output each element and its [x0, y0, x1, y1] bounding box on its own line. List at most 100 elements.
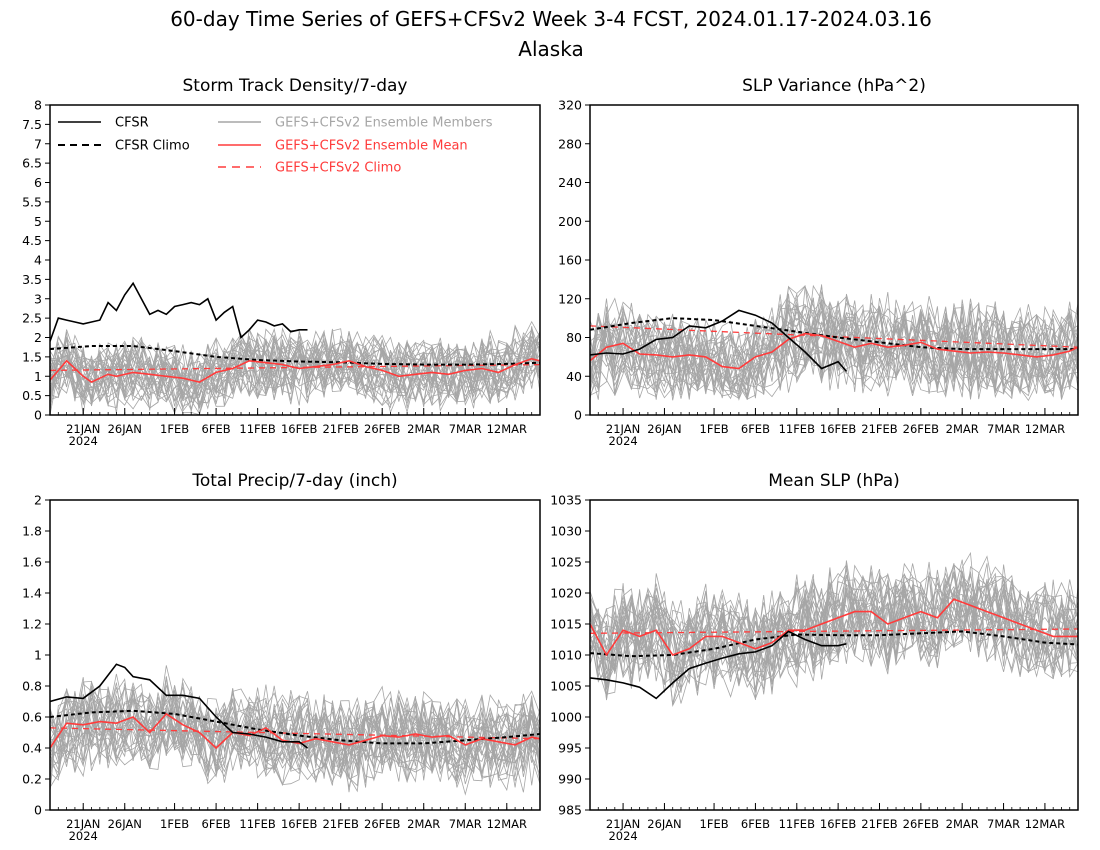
- chart-legend: CFSR CFSR Climo GEFS+CFSv2 Ensemble Member…: [58, 116, 493, 176]
- y-tick-label: 280: [558, 136, 582, 151]
- x-tick-label: 16FEB: [820, 817, 857, 831]
- ensemble-member-line: [590, 298, 1078, 398]
- y-tick-label: 320: [558, 98, 582, 113]
- cfsr-line: [50, 281, 308, 342]
- y-tick-label: 6.5: [22, 156, 42, 171]
- x-tick-label: 26FEB: [903, 422, 940, 436]
- cfsr-climo-line: [590, 317, 1078, 351]
- y-tick-label: 1: [34, 369, 42, 384]
- ensemble-member-line: [50, 677, 540, 780]
- figure-subtitle-region: Alaska: [518, 37, 583, 61]
- x-tick-label: 21FEB: [861, 817, 898, 831]
- y-tick-label: 1.6: [22, 555, 42, 570]
- x-tick-label: 1FEB: [160, 422, 189, 436]
- ensemble-mean-line: [590, 332, 1078, 370]
- ensemble-member-line: [50, 683, 540, 793]
- x-tick-label: 6FEB: [202, 422, 231, 436]
- y-tick-label: 990: [558, 772, 582, 787]
- y-tick-label: 8: [34, 98, 42, 113]
- x-tick-label: 2MAR: [407, 817, 440, 831]
- x-tick-label: 21JAN: [66, 422, 100, 436]
- gefs-climo-line: [50, 727, 540, 740]
- x-tick-label: 12MAR: [1025, 422, 1065, 436]
- ensemble-mean-line: [50, 357, 540, 384]
- plot-area: [590, 551, 1078, 708]
- y-tick-label: 7: [34, 136, 42, 151]
- y-tick-label: 0: [574, 408, 582, 423]
- x-tick-label: 11FEB: [779, 817, 816, 831]
- y-tick-label: 1.4: [22, 586, 42, 601]
- ensemble-member-line: [50, 695, 540, 785]
- y-tick-label: 1000: [550, 710, 582, 725]
- x-tick-label: 26JAN: [647, 817, 681, 831]
- x-tick-label: 12MAR: [487, 422, 527, 436]
- ensemble-member-line: [590, 284, 1078, 400]
- ensemble-member-line: [590, 309, 1078, 400]
- x-tick-label: 12MAR: [487, 817, 527, 831]
- y-tick-label: 200: [558, 214, 582, 229]
- y-tick-label: 0: [34, 803, 42, 818]
- y-tick-label: 2.5: [22, 311, 42, 326]
- y-tick-label: 40: [566, 369, 582, 384]
- panel-title: Mean SLP (hPa): [768, 471, 900, 491]
- x-tick-label: 7MAR: [449, 817, 482, 831]
- x-tick-label: 7MAR: [987, 817, 1020, 831]
- y-tick-label: 1.2: [22, 617, 42, 632]
- panel-title: SLP Variance (hPa^2): [742, 76, 926, 96]
- x-tick-label: 21JAN: [66, 817, 100, 831]
- x-year-label: 2024: [69, 829, 98, 843]
- x-tick-label: 11FEB: [239, 817, 276, 831]
- y-tick-label: 80: [566, 330, 582, 345]
- chart-panel-1: Storm Track Density/7-day 0 0.5 1 1.5 2 2.5 3 3.…: [22, 76, 541, 448]
- y-tick-label: 1010: [550, 648, 582, 663]
- ensemble-member-line: [590, 307, 1078, 395]
- chart-panel-2: SLP Variance (hPa^2) 0 40 80 120 160 200 240 280…: [558, 76, 1079, 448]
- ensemble-member-line: [590, 291, 1078, 392]
- cfsr-line: [590, 309, 848, 372]
- plot-area: [590, 284, 1078, 402]
- y-tick-label: 5.5: [22, 194, 42, 209]
- ensemble-member-line: [590, 300, 1078, 399]
- legend-label: GEFS+CFSv2 Ensemble Members: [275, 116, 493, 131]
- panel-title: Storm Track Density/7-day: [183, 76, 408, 96]
- x-year-label: 2024: [608, 829, 637, 843]
- x-tick-label: 26JAN: [647, 422, 681, 436]
- x-tick-label: 16FEB: [820, 422, 857, 436]
- x-tick-label: 21JAN: [606, 422, 640, 436]
- y-tick-label: 0.2: [22, 772, 42, 787]
- x-tick-label: 26JAN: [108, 817, 142, 831]
- legend-label: GEFS+CFSv2 Ensemble Mean: [275, 139, 468, 154]
- y-tick-label: 1.8: [22, 524, 42, 539]
- y-tick-label: 7.5: [22, 117, 42, 132]
- ensemble-member-line: [590, 286, 1078, 397]
- y-tick-label: 6: [34, 175, 42, 190]
- ensemble-member-line: [50, 676, 540, 786]
- y-tick-label: 0.4: [22, 741, 42, 756]
- y-tick-label: 0.8: [22, 679, 42, 694]
- x-year-label: 2024: [608, 434, 637, 448]
- y-tick-label: 985: [558, 803, 582, 818]
- ensemble-member-line: [590, 574, 1078, 689]
- legend-label: CFSR Climo: [115, 139, 190, 154]
- chart-panels: Storm Track Density/7-day 0 0.5 1 1.5 2 2.5 3 3.…: [22, 76, 1079, 843]
- y-tick-label: 995: [558, 741, 582, 756]
- x-tick-label: 2MAR: [946, 817, 979, 831]
- ensemble-member-line: [50, 685, 540, 786]
- x-tick-label: 11FEB: [779, 422, 816, 436]
- x-tick-label: 21FEB: [861, 422, 898, 436]
- y-tick-label: 4: [34, 253, 42, 268]
- y-tick-label: 120: [558, 291, 582, 306]
- ensemble-member-line: [590, 563, 1078, 705]
- legend-label: CFSR: [115, 116, 149, 131]
- ensemble-mean-line: [50, 712, 540, 750]
- y-tick-label: 1015: [550, 617, 582, 632]
- x-tick-label: 6FEB: [741, 817, 770, 831]
- x-tick-label: 26FEB: [903, 817, 940, 831]
- ensemble-member-line: [590, 295, 1078, 400]
- ensemble-member-line: [590, 571, 1078, 701]
- cfsr-climo-line: [50, 345, 540, 366]
- plot-area: [50, 663, 540, 796]
- x-tick-label: 6FEB: [202, 817, 231, 831]
